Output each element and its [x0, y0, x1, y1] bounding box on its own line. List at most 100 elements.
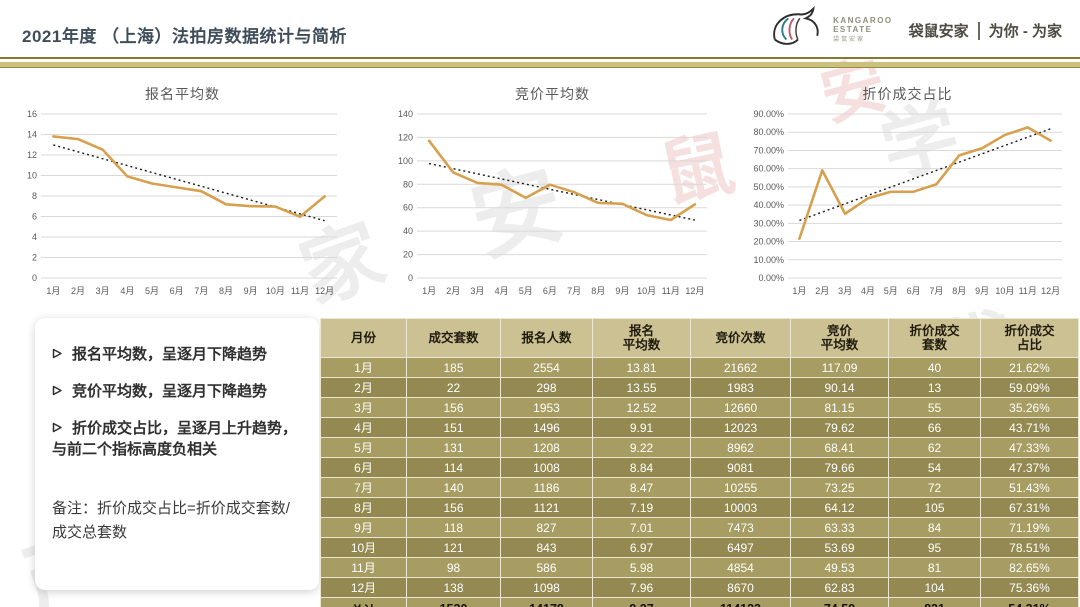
table-cell: 2554 — [500, 357, 593, 378]
table-cell: 8.47 — [592, 477, 691, 498]
table-cell: 6497 — [690, 537, 791, 558]
insight-bullet-3: 折价成交占比，呈逐月上升趋势，与前二个指标高度负相关 — [52, 418, 302, 462]
table-row: 9月 118 827 7.01 7473 63.33 84 71.19% — [320, 517, 1079, 538]
svg-text:9月: 9月 — [615, 286, 629, 296]
brand-logo: KANGAROO ESTATE 袋鼠安家 袋鼠安家 为你 - 为家 — [769, 5, 1062, 55]
table-cell: 118 — [406, 517, 501, 538]
table-cell: 22 — [406, 377, 501, 398]
table-cell: 62.83 — [790, 577, 889, 598]
month-cell: 11月 — [320, 557, 407, 578]
month-cell: 6月 — [320, 457, 407, 478]
svg-text:8月: 8月 — [591, 286, 605, 296]
registration-average-chart-block: 报名平均数 0 2 4 6 8 10 12 14 16 1月 2月 3月 4月 5月 6月 7月 8月 9月 10月… — [15, 84, 350, 302]
month-cell: 4月 — [320, 417, 407, 438]
total-cell: 114123 — [690, 597, 791, 607]
table-cell: 117.09 — [790, 357, 889, 378]
svg-text:1月: 1月 — [422, 286, 436, 296]
svg-text:0: 0 — [32, 273, 37, 283]
table-cell: 66 — [888, 417, 981, 438]
tagline-right: 为你 - 为家 — [988, 23, 1062, 40]
insight-bullet-1: 报名平均数，呈逐月下降趋势 — [52, 344, 302, 366]
tagline-left: 袋鼠安家 — [908, 23, 969, 40]
svg-text:5月: 5月 — [145, 286, 159, 296]
table-cell: 21662 — [690, 357, 791, 378]
discount-ratio-chart: 0.00% 10.00% 20.00% 30.00% 40.00% 50.00% 60.00… — [753, 109, 1062, 296]
table-cell: 98 — [406, 557, 501, 578]
table-cell: 21.62% — [980, 357, 1079, 378]
svg-text:2月: 2月 — [815, 286, 829, 296]
table-row: 2月 22 298 13.55 1983 90.14 13 59.09% — [320, 377, 1079, 398]
table-cell: 9081 — [690, 457, 791, 478]
column-header: 成交套数 — [406, 318, 501, 358]
svg-text:12月: 12月 — [315, 286, 334, 296]
table-cell: 298 — [500, 377, 593, 398]
month-cell: 12月 — [320, 577, 407, 598]
svg-text:50.00%: 50.00% — [753, 182, 784, 192]
month-cell: 9月 — [320, 517, 407, 538]
table-cell: 13 — [888, 377, 981, 398]
page-title: 2021年度 （上海）法拍房数据统计与简析 — [22, 27, 348, 46]
table-cell: 81 — [888, 557, 981, 578]
svg-text:8: 8 — [32, 191, 37, 201]
bidding-average-chart-block: 竞价平均数 0 20 40 60 80 100 120 140 1月 2月 3月 4月 5月 6月 7月 8月… — [385, 84, 720, 302]
svg-text:60.00%: 60.00% — [753, 164, 784, 174]
svg-text:8月: 8月 — [952, 286, 966, 296]
table-cell: 67.31% — [980, 497, 1079, 518]
chart-title-registration: 报名平均数 — [145, 86, 220, 102]
table-cell: 8962 — [690, 437, 791, 458]
monthly-data-table: 月份 成交套数 报名人数 报名 平均数 竞价次数 竞价 平均数 折价成交 套数 折价成交 占比… — [320, 318, 1079, 607]
table-cell: 843 — [500, 537, 593, 558]
total-cell: 总计 — [320, 597, 407, 607]
table-wrap: 月份 成交套数 报名人数 报名 平均数 竞价次数 竞价 平均数 折价成交 套数 折价成交 占比… — [320, 318, 1079, 607]
svg-text:4月: 4月 — [861, 286, 875, 296]
table-cell: 7.96 — [592, 577, 691, 598]
table-cell: 35.26% — [980, 397, 1079, 418]
table-cell: 5.98 — [592, 557, 691, 578]
table-total-row: 总计1530141789.2711412374.5983154.31% — [320, 597, 1079, 607]
table-row: 7月 140 1186 8.47 10255 73.25 72 51.43% — [320, 477, 1079, 498]
header-separator-band — [0, 62, 1080, 68]
svg-text:90.00%: 90.00% — [753, 109, 784, 119]
table-cell: 54 — [888, 457, 981, 478]
table-cell: 12.52 — [592, 397, 691, 418]
svg-text:3月: 3月 — [838, 286, 852, 296]
column-header: 报名人数 — [500, 318, 593, 358]
table-cell: 79.62 — [790, 417, 889, 438]
table-cell: 827 — [500, 517, 593, 538]
svg-text:10.00%: 10.00% — [753, 255, 784, 265]
table-cell: 95 — [888, 537, 981, 558]
table-cell: 75.36% — [980, 577, 1079, 598]
svg-text:0: 0 — [408, 273, 413, 283]
svg-text:7月: 7月 — [929, 286, 943, 296]
brand-tagline: 袋鼠安家 为你 - 为家 — [909, 20, 1062, 41]
table-cell: 13.55 — [592, 377, 691, 398]
svg-text:2月: 2月 — [446, 286, 460, 296]
table-row: 3月 156 1953 12.52 12660 81.15 55 35.26% — [320, 397, 1079, 418]
table-cell: 121 — [406, 537, 501, 558]
column-header: 报名 平均数 — [592, 318, 691, 358]
chart-title-bidding: 竞价平均数 — [515, 86, 590, 102]
table-cell: 6.97 — [592, 537, 691, 558]
table-cell: 12660 — [690, 397, 791, 418]
table-cell: 156 — [406, 497, 501, 518]
svg-text:4: 4 — [32, 232, 37, 242]
svg-text:140: 140 — [398, 109, 413, 119]
table-cell: 156 — [406, 397, 501, 418]
table-cell: 7.01 — [592, 517, 691, 538]
svg-text:10月: 10月 — [995, 286, 1014, 296]
insight-text: 竞价平均数，呈逐月下降趋势 — [72, 382, 268, 400]
table-cell: 82.65% — [980, 557, 1079, 578]
svg-text:70.00%: 70.00% — [753, 145, 784, 155]
table-cell: 151 — [406, 417, 501, 438]
svg-text:10: 10 — [27, 171, 37, 181]
svg-text:6月: 6月 — [907, 286, 921, 296]
table-cell: 1008 — [500, 457, 593, 478]
svg-text:6月: 6月 — [543, 286, 557, 296]
table-cell: 64.12 — [790, 497, 889, 518]
table-cell: 9.22 — [592, 437, 691, 458]
month-cell: 2月 — [320, 377, 407, 398]
footnote: 备注：折价成交占比=折价成交套数/成交总套数 — [52, 500, 290, 541]
month-cell: 7月 — [320, 477, 407, 498]
bidding-average-chart: 0 20 40 60 80 100 120 140 1月 2月 3月 4月 5月 6月 7月 8月 9月 10月 1… — [398, 109, 707, 296]
chart-title-discount-ratio: 折价成交占比 — [862, 86, 953, 102]
